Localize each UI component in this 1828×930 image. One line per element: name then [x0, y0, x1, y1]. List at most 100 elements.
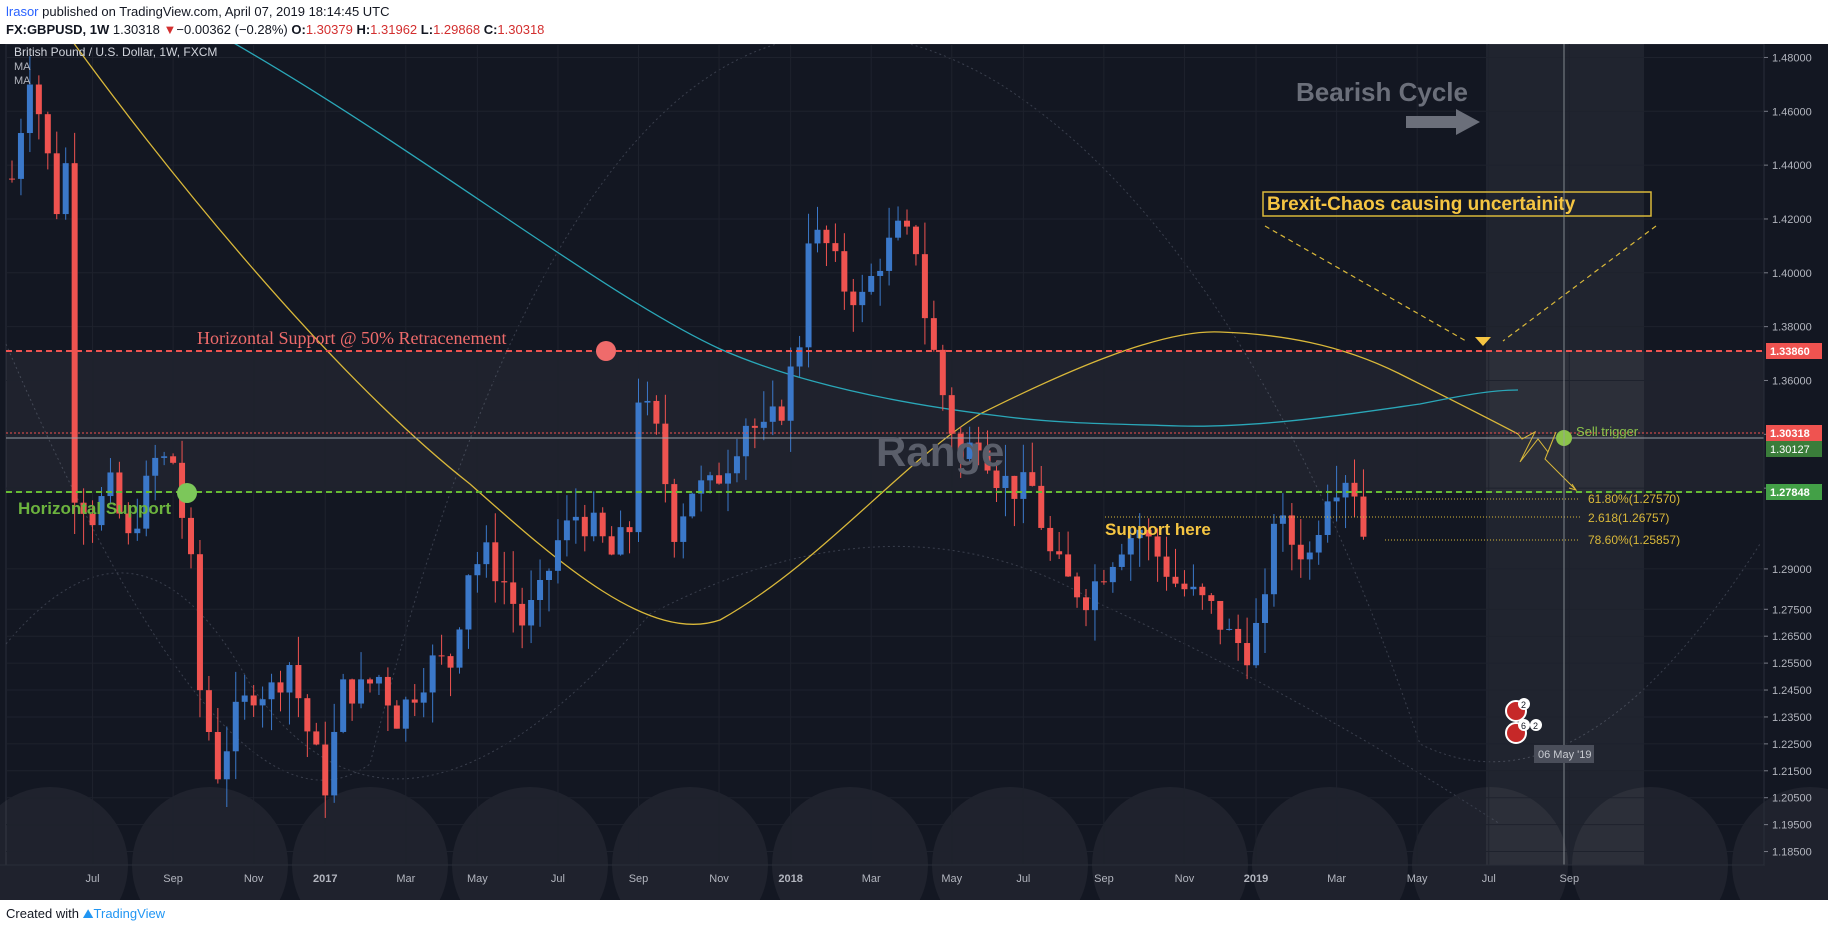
time-tick-label: May [467, 873, 488, 885]
candle-body [1002, 475, 1009, 488]
candle-body [465, 575, 472, 630]
range-zone [6, 351, 1764, 493]
event-badges[interactable]: 2 6 2 [1505, 698, 1542, 744]
candle-body [796, 347, 803, 367]
candle-body [501, 581, 508, 583]
candle-body [1020, 472, 1027, 499]
candle-body [787, 366, 794, 421]
candle-body [89, 513, 96, 526]
candle-body [492, 542, 499, 582]
candle-body [241, 695, 248, 702]
legend-ma1[interactable]: MA [14, 61, 31, 73]
candle-body [188, 517, 194, 555]
candle-body [1100, 581, 1107, 583]
moving-averages [73, 44, 1519, 625]
candle-body [733, 456, 740, 474]
cursor-date-box [1534, 745, 1594, 763]
candle-body [537, 579, 544, 600]
time-tick-label: Jul [1016, 873, 1030, 885]
candle-body [617, 527, 624, 555]
price-tick-label: 1.38000 [1772, 322, 1812, 334]
time-axis[interactable]: Jul Sep Nov 2017 Mar May Jul Sep Nov 2018 Mar May Ju… [0, 864, 1764, 885]
candle-body [367, 679, 373, 684]
candle-body [519, 603, 526, 626]
bottom-bubble [932, 787, 1088, 900]
candle-body [984, 450, 991, 471]
chart-footer: Created with ⛰TradingView [0, 900, 1828, 930]
time-tick-label: Nov [709, 873, 729, 885]
last-price: 1.30318 [112, 22, 160, 37]
time-tick-label: Sep [1560, 873, 1580, 885]
close-label: C: [483, 22, 498, 37]
time-tick-label: May [1407, 873, 1428, 885]
price-tick-label: 1.27500 [1772, 604, 1812, 616]
candle-body [411, 699, 418, 703]
tradingview-link[interactable]: TradingView [93, 906, 166, 921]
candle-body [1038, 485, 1045, 528]
candle-body [1118, 554, 1125, 567]
price-tick-label: 1.44000 [1772, 160, 1812, 172]
candle-body [742, 425, 749, 457]
candle-body [152, 457, 159, 476]
bottom-bubble [452, 787, 608, 900]
fib-618-label: 61.80%(1.27570) [1588, 492, 1680, 506]
candle-body [474, 564, 481, 576]
open-label: O: [291, 22, 306, 37]
candle-body [125, 513, 132, 534]
publish-line: lrasor published on TradingView.com, Apr… [6, 4, 390, 19]
time-tick-label: Mar [1327, 873, 1346, 885]
price-chart[interactable]: Horizontal Support @ 50% Retracenement H… [0, 44, 1828, 900]
price-tick-label: 1.19500 [1772, 820, 1812, 832]
candle-body [1074, 576, 1081, 598]
candle-body [1297, 544, 1304, 560]
candle-body [232, 701, 239, 752]
time-tick-label: Jul [551, 873, 565, 885]
candle-body [1253, 622, 1260, 666]
badge-count-3 [1530, 719, 1542, 731]
candle-body [590, 512, 597, 537]
candle-body [1065, 554, 1072, 577]
candle-body [71, 163, 78, 503]
price-tick-label: 1.26500 [1772, 631, 1812, 643]
candle-body [1244, 643, 1251, 666]
price-tick-label: 1.21500 [1772, 766, 1812, 778]
candle-body [930, 318, 937, 350]
bottom-bubbles [0, 787, 1828, 900]
candle-body [44, 114, 51, 154]
candle-body [1047, 527, 1054, 552]
triangle-marker-icon [1475, 337, 1491, 346]
hsupport-label: Horizontal Support [18, 499, 171, 518]
candle-body [1208, 595, 1215, 601]
resistance-anchor[interactable] [596, 341, 616, 361]
candle-body [599, 512, 606, 537]
candle-body [939, 349, 946, 396]
price-tick-label: 1.22500 [1772, 739, 1812, 751]
price-tick-label: 1.20500 [1772, 793, 1812, 805]
candle-body [608, 536, 615, 555]
candle-body [993, 470, 1000, 488]
candle-body [966, 442, 973, 459]
price-tick-label: 1.46000 [1772, 106, 1812, 118]
support-anchor[interactable] [177, 483, 197, 503]
candle-body [904, 220, 910, 227]
legend-ma2[interactable]: MA [14, 75, 31, 87]
candle-body [483, 542, 490, 565]
candle-body [1270, 523, 1277, 595]
time-tick-label: May [941, 873, 962, 885]
candlestick-series [9, 56, 1367, 818]
candle-body [975, 442, 982, 451]
legend-title: British Pound / U.S. Dollar, 1W, FXCM [14, 45, 217, 59]
candle-body [805, 243, 812, 348]
price-tick-label: 1.29000 [1772, 564, 1812, 576]
time-tick-label: Sep [163, 873, 183, 885]
bearish-cycle-label: Bearish Cycle [1296, 77, 1468, 107]
author-link[interactable]: lrasor [6, 4, 39, 19]
candle-body [1056, 551, 1063, 555]
time-tick-label: Sep [1094, 873, 1114, 885]
brexit-arrow-left [1264, 225, 1467, 342]
ma-tag [1766, 441, 1822, 457]
cursor-date-label: 06 May '19 [1538, 749, 1591, 761]
price-tick-label: 1.25500 [1772, 658, 1812, 670]
bottom-bubble [1412, 787, 1568, 900]
candle-body [304, 698, 311, 732]
